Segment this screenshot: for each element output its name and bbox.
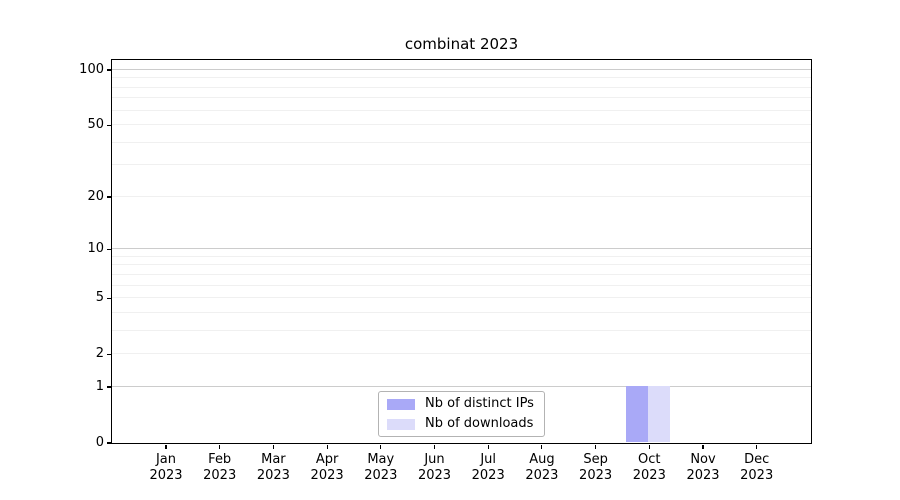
x-tick-label: Mar 2023 xyxy=(256,452,290,483)
y-tick-mark xyxy=(106,297,111,299)
x-tick-mark xyxy=(326,444,328,449)
minor-gridline xyxy=(111,141,811,143)
x-tick-mark xyxy=(433,444,436,449)
x-tick-mark xyxy=(272,444,274,449)
y-tick-label: 1 xyxy=(95,378,104,394)
chart-title: combinat 2023 xyxy=(404,35,519,53)
minor-gridline xyxy=(111,97,811,99)
minor-gridline xyxy=(111,353,811,355)
y-tick-mark xyxy=(106,69,111,71)
x-tick-mark xyxy=(648,444,650,449)
major-gridline xyxy=(111,248,811,250)
minor-gridline xyxy=(111,77,811,79)
y-tick-label: 10 xyxy=(87,241,104,257)
y-tick-mark xyxy=(106,353,111,355)
x-tick-mark xyxy=(756,444,758,449)
legend-item: Nb of downloads xyxy=(387,414,536,434)
x-tick-label: Feb 2023 xyxy=(203,452,237,483)
minor-gridline xyxy=(111,329,811,331)
x-tick-mark xyxy=(219,444,221,449)
plot-area xyxy=(110,58,812,444)
y-tick-mark xyxy=(106,248,111,250)
x-tick-label: May 2023 xyxy=(364,452,398,483)
y-tick-label: 0 xyxy=(95,435,104,450)
x-tick-label: Jan 2023 xyxy=(149,452,183,483)
minor-gridline xyxy=(111,86,811,88)
minor-gridline xyxy=(111,273,811,275)
minor-gridline xyxy=(111,255,811,257)
minor-gridline xyxy=(111,284,811,286)
major-gridline xyxy=(111,385,811,387)
bar-nb-of-distinct-ips xyxy=(625,386,648,443)
x-tick-label: Jun 2023 xyxy=(417,452,452,483)
minor-gridline xyxy=(111,311,811,313)
minor-gridline xyxy=(111,195,811,197)
x-tick-mark xyxy=(165,444,167,449)
x-tick-mark xyxy=(702,444,704,449)
legend-label: Nb of distinct IPs xyxy=(425,396,534,411)
x-tick-mark xyxy=(541,444,543,449)
y-tick-mark xyxy=(106,196,111,198)
minor-gridline xyxy=(111,264,811,266)
x-tick-label: Nov 2023 xyxy=(686,452,720,483)
y-tick-label: 5 xyxy=(95,290,104,306)
x-tick-label: Aug 2023 xyxy=(525,452,559,483)
minor-gridline xyxy=(111,124,811,126)
y-tick-mark xyxy=(106,442,111,444)
y-tick-label: 50 xyxy=(87,117,104,133)
minor-gridline xyxy=(111,109,811,111)
x-tick-mark xyxy=(487,444,489,449)
legend: Nb of distinct IPs Nb of downloads xyxy=(378,391,545,437)
x-tick-label: Oct 2023 xyxy=(632,452,666,483)
y-tick-label: 100 xyxy=(79,62,104,77)
legend-label: Nb of downloads xyxy=(425,416,534,431)
major-gridline xyxy=(111,69,811,70)
x-tick-mark xyxy=(380,444,382,449)
legend-swatch xyxy=(387,418,415,430)
x-tick-mark xyxy=(595,444,597,449)
legend-item: Nb of distinct IPs xyxy=(387,394,536,414)
y-tick-mark xyxy=(106,386,111,388)
x-tick-label: Sep 2023 xyxy=(579,452,613,483)
y-tick-mark xyxy=(106,124,111,126)
minor-gridline xyxy=(111,164,811,166)
x-tick-label: Dec 2023 xyxy=(740,452,774,483)
x-tick-label: Jul 2023 xyxy=(471,452,505,483)
y-tick-label: 20 xyxy=(87,188,104,204)
x-tick-label: Apr 2023 xyxy=(310,452,344,483)
minor-gridline xyxy=(111,297,811,299)
legend-swatch xyxy=(387,398,415,410)
bar-nb-of-downloads xyxy=(647,386,670,443)
y-tick-label: 2 xyxy=(95,346,104,362)
